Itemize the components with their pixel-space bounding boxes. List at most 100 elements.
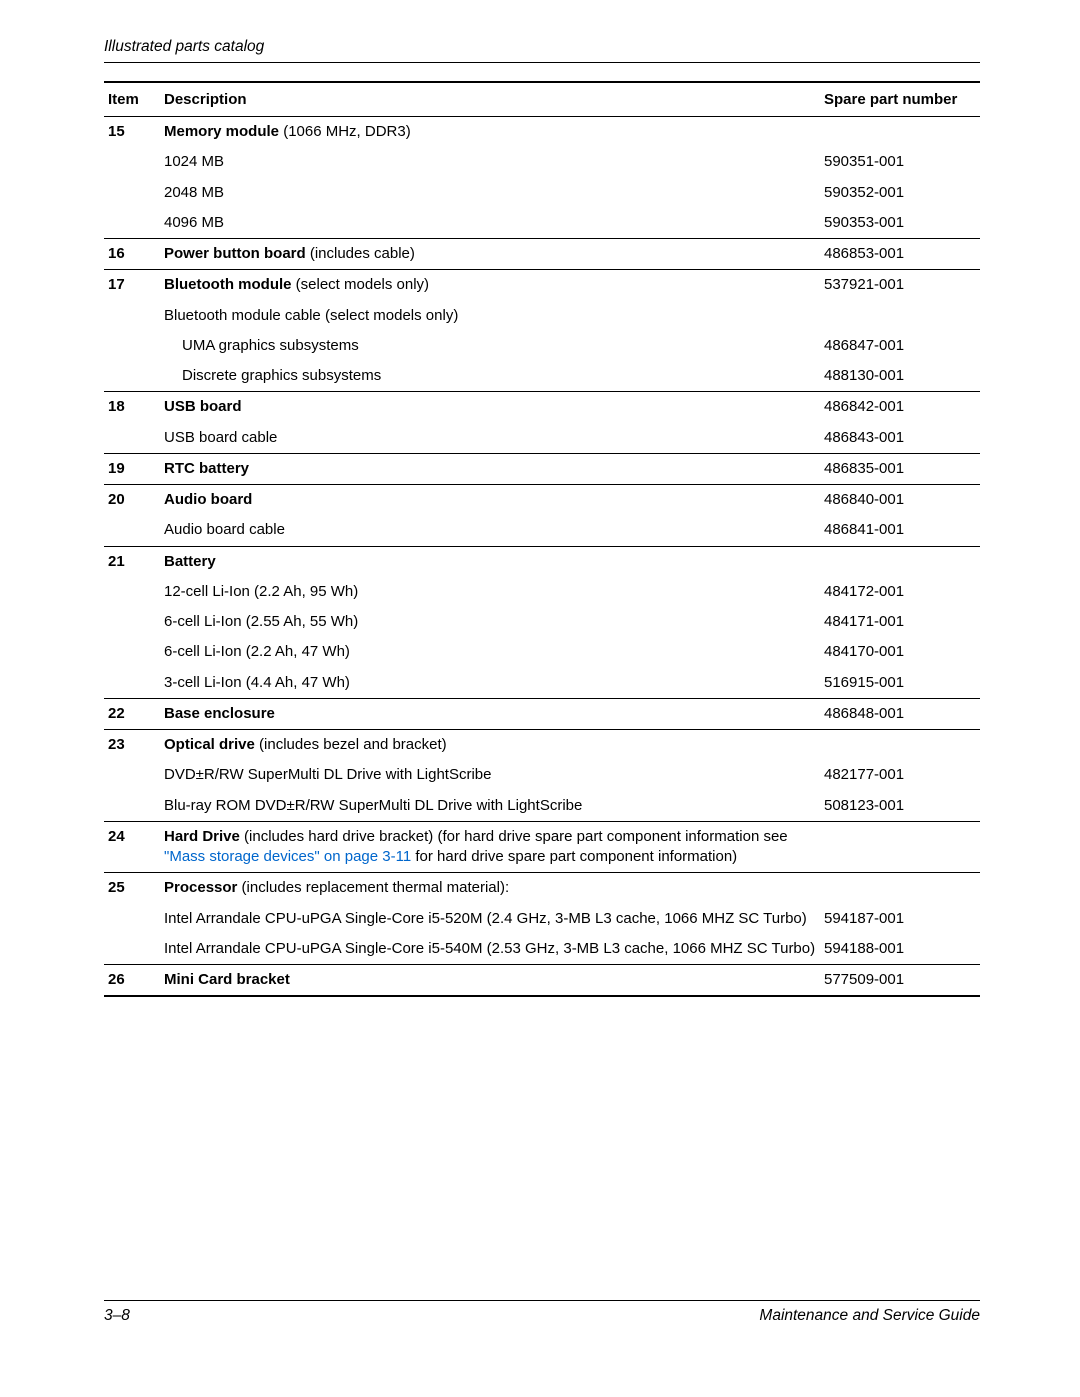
- table-row: 26Mini Card bracket 577509-001: [104, 965, 980, 996]
- cross-ref-link[interactable]: "Mass storage devices" on page 3-11: [164, 848, 411, 865]
- item-number: 19: [104, 453, 160, 484]
- description-cell: Memory module (1066 MHz, DDR3): [160, 117, 820, 148]
- item-number: [104, 515, 160, 546]
- table-row: 16Power button board (includes cable)486…: [104, 239, 980, 270]
- table-row: 21Battery: [104, 546, 980, 577]
- col-description: Description: [160, 82, 820, 117]
- description-cell: Optical drive (includes bezel and bracke…: [160, 730, 820, 761]
- description-bold: Processor: [164, 879, 237, 896]
- item-number: 26: [104, 965, 160, 996]
- item-number: [104, 423, 160, 454]
- description-cell: DVD±R/RW SuperMulti DL Drive with LightS…: [160, 760, 820, 790]
- description-cell: Discrete graphics subsystems: [160, 361, 820, 392]
- spare-part-number: 486835-001: [820, 453, 980, 484]
- item-number: 18: [104, 392, 160, 423]
- table-row: 18USB board486842-001: [104, 392, 980, 423]
- description-rest: (includes cable): [306, 245, 415, 262]
- description-rest: (includes bezel and bracket): [255, 736, 447, 753]
- table-row: DVD±R/RW SuperMulti DL Drive with LightS…: [104, 760, 980, 790]
- item-number: 21: [104, 546, 160, 577]
- spare-part-number: 488130-001: [820, 361, 980, 392]
- description-bold: Audio board: [164, 491, 252, 508]
- description-cell: Bluetooth module (select models only): [160, 270, 820, 301]
- table-header-row: Item Description Spare part number: [104, 82, 980, 117]
- description-cell: Audio board: [160, 485, 820, 516]
- description-bold: Mini Card bracket: [164, 971, 290, 988]
- table-row: 25Processor (includes replacement therma…: [104, 873, 980, 904]
- item-number: 20: [104, 485, 160, 516]
- spare-part-number: [820, 546, 980, 577]
- spare-part-number: 594187-001: [820, 904, 980, 934]
- description-after-link: for hard drive spare part component info…: [411, 848, 737, 865]
- spare-part-number: 486848-001: [820, 698, 980, 729]
- table-body: 15Memory module (1066 MHz, DDR3)1024 MB5…: [104, 117, 980, 997]
- item-number: [104, 331, 160, 361]
- item-number: 15: [104, 117, 160, 148]
- description-bold: Power button board: [164, 245, 306, 262]
- description-bold: RTC battery: [164, 460, 249, 477]
- description-cell: 4096 MB: [160, 208, 820, 239]
- item-number: 23: [104, 730, 160, 761]
- description-cell: Audio board cable: [160, 515, 820, 546]
- description-bold: Memory module: [164, 123, 279, 140]
- spare-part-number: [820, 117, 980, 148]
- item-number: 24: [104, 821, 160, 873]
- spare-part-number: 577509-001: [820, 965, 980, 996]
- description-cell: Blu-ray ROM DVD±R/RW SuperMulti DL Drive…: [160, 791, 820, 822]
- table-row: 17Bluetooth module (select models only)5…: [104, 270, 980, 301]
- description-cell: 2048 MB: [160, 178, 820, 208]
- spare-part-number: 484172-001: [820, 577, 980, 607]
- table-row: UMA graphics subsystems 486847-001: [104, 331, 980, 361]
- spare-part-number: 486847-001: [820, 331, 980, 361]
- item-number: [104, 301, 160, 331]
- table-end-rule: [104, 995, 980, 996]
- table-row: 4096 MB590353-001: [104, 208, 980, 239]
- description-bold: Optical drive: [164, 736, 255, 753]
- table-row: Intel Arrandale CPU-uPGA Single-Core i5-…: [104, 934, 980, 965]
- spare-part-number: 484170-001: [820, 637, 980, 667]
- doc-title: Maintenance and Service Guide: [759, 1307, 980, 1325]
- table-row: 19RTC battery 486835-001: [104, 453, 980, 484]
- item-number: [104, 760, 160, 790]
- spare-part-number: [820, 821, 980, 873]
- spare-part-number: 484171-001: [820, 607, 980, 637]
- description-bold: USB board: [164, 398, 242, 415]
- spare-part-number: 516915-001: [820, 668, 980, 699]
- table-row: 22Base enclosure486848-001: [104, 698, 980, 729]
- description-cell: 6-cell Li-Ion (2.55 Ah, 55 Wh): [160, 607, 820, 637]
- item-number: [104, 208, 160, 239]
- description-cell: Power button board (includes cable): [160, 239, 820, 270]
- description-cell: Mini Card bracket: [160, 965, 820, 996]
- table-row: 20Audio board486840-001: [104, 485, 980, 516]
- item-number: [104, 668, 160, 699]
- section-header: Illustrated parts catalog: [104, 38, 980, 56]
- description-cell: USB board: [160, 392, 820, 423]
- item-number: [104, 577, 160, 607]
- table-row: Audio board cable486841-001: [104, 515, 980, 546]
- description-cell: Intel Arrandale CPU-uPGA Single-Core i5-…: [160, 934, 820, 965]
- page-body: Illustrated parts catalog Item Descripti…: [104, 38, 980, 997]
- col-spare-part-number: Spare part number: [820, 82, 980, 117]
- item-number: [104, 607, 160, 637]
- description-bold: Battery: [164, 553, 216, 570]
- table-row: USB board cable486843-001: [104, 423, 980, 454]
- description-rest: (1066 MHz, DDR3): [279, 123, 411, 140]
- item-number: 25: [104, 873, 160, 904]
- description-cell: USB board cable: [160, 423, 820, 454]
- description-cell: Hard Drive (includes hard drive bracket)…: [160, 821, 820, 873]
- spare-part-number: 594188-001: [820, 934, 980, 965]
- parts-table: Item Description Spare part number 15Mem…: [104, 81, 980, 997]
- description-cell: Base enclosure: [160, 698, 820, 729]
- spare-part-number: 590351-001: [820, 147, 980, 177]
- col-item: Item: [104, 82, 160, 117]
- description-bold: Bluetooth module: [164, 276, 292, 293]
- spare-part-number: [820, 873, 980, 904]
- description-rest: (includes replacement thermal material):: [237, 879, 509, 896]
- spare-part-number: [820, 730, 980, 761]
- table-row: 1024 MB590351-001: [104, 147, 980, 177]
- item-number: 17: [104, 270, 160, 301]
- description-cell: 1024 MB: [160, 147, 820, 177]
- table-row: Discrete graphics subsystems488130-001: [104, 361, 980, 392]
- description-indented: UMA graphics subsystems: [164, 336, 359, 356]
- description-cell: 3-cell Li-Ion (4.4 Ah, 47 Wh): [160, 668, 820, 699]
